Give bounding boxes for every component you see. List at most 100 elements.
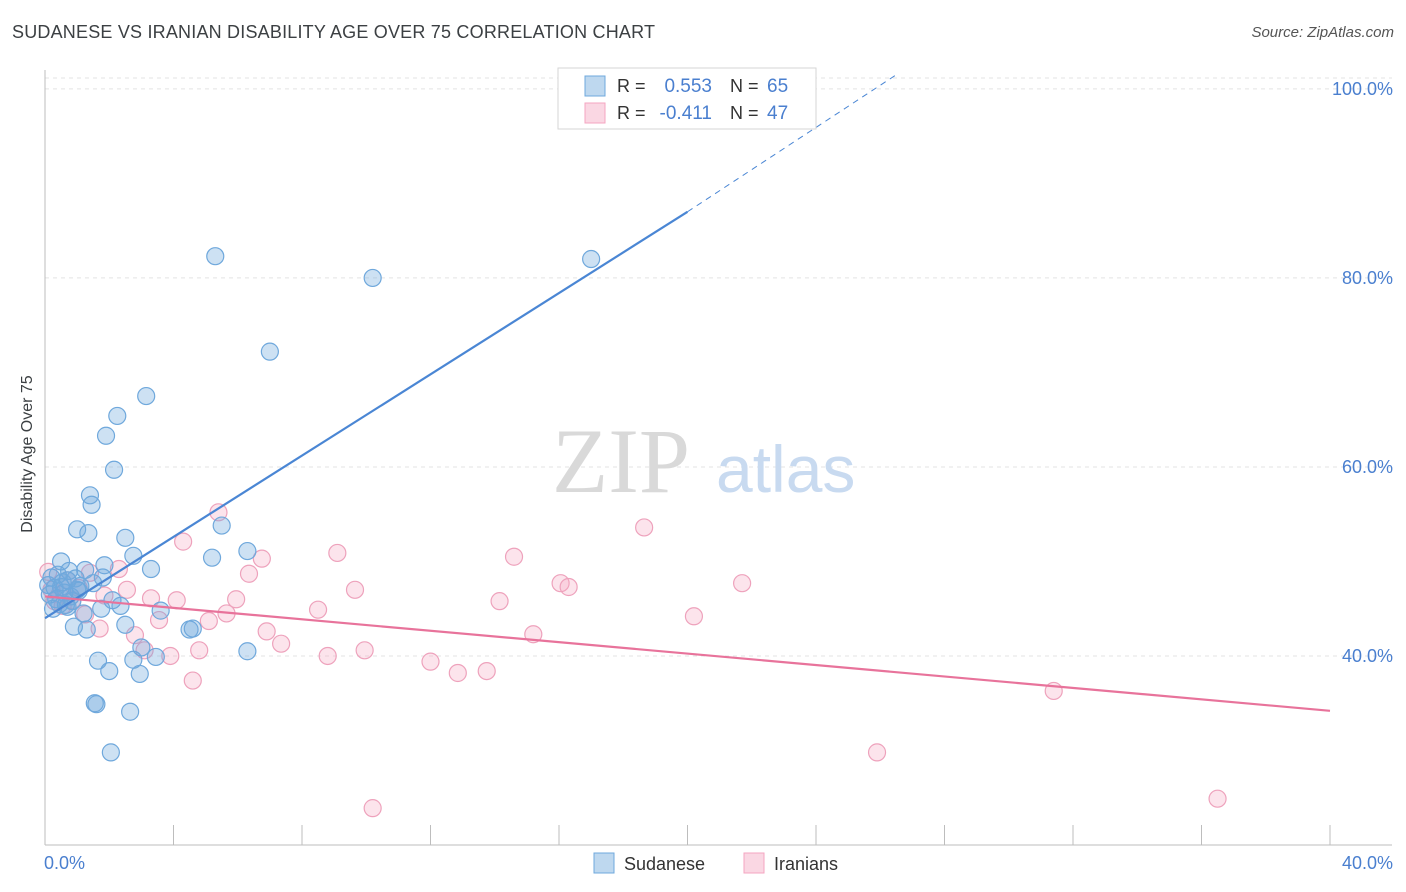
bottom-legend-label: Sudanese [624,854,705,874]
source-label: Source: ZipAtlas.com [1251,24,1394,41]
y-tick-label: 40.0% [1342,646,1393,666]
legend: R = 0.553 N = 65 R = -0.411 N = 47 [557,67,817,130]
legend-r-value: -0.411 [660,103,712,124]
sudanese-point [206,247,225,266]
iranians-point [318,646,337,666]
sudanese-point [116,528,135,547]
iranians-point [733,574,752,593]
iranians-point [272,634,291,653]
iranians-point [76,605,95,624]
iranians-point [308,600,328,619]
legend-n-label: N = [730,76,759,96]
sudanese-point [77,620,96,639]
trend-lines [44,74,1331,712]
legend-box [557,67,817,130]
legend-swatch [584,75,606,97]
iranians-point [239,564,259,583]
iranians-point [1208,789,1227,808]
sudanese-point [363,268,382,288]
sudanese-point [59,561,79,581]
iranians-point [117,580,137,599]
legend-n-value: 65 [767,76,788,97]
iranians-point [867,743,887,762]
iranians-point [161,646,180,666]
iranians-point [252,549,271,568]
sudanese-point [95,556,114,575]
legend-swatch [584,102,606,124]
y-tick-label: 100.0% [1332,79,1393,99]
iranians-point [149,610,169,630]
tick-labels: 40.0% 60.0% 80.0% 100.0% 0.0% 40.0% [44,79,1393,873]
iranians-point [174,532,193,551]
sudanese-point [141,559,161,579]
sudanese-point [238,541,257,561]
sudanese-point [146,647,165,667]
axes [44,70,1392,846]
sudanese-point [87,695,106,714]
sudanese-point [111,596,130,615]
sudanese-point [82,495,101,514]
sudanese-point [88,651,108,670]
iranians-point [490,592,509,611]
x-tick-label-min: 0.0% [44,853,85,873]
sudanese-point [51,577,71,597]
iranians-point [328,543,347,563]
sudanese-point [137,386,156,406]
sudanese-points [39,247,601,762]
iranians-point [448,663,467,683]
sudanese-point [108,406,127,426]
sudanese-point [212,516,231,535]
sudanese-point [116,615,135,634]
y-tick-label: 80.0% [1342,268,1393,288]
sudanese-point [74,604,93,623]
sudanese-point [238,642,257,661]
sudanese-point [68,580,87,599]
iranians-point [345,580,365,599]
sudanese-point [121,702,140,721]
y-tick-label: 60.0% [1342,457,1393,477]
legend-r-label: R = [617,103,646,123]
iranians-point [477,661,496,681]
sudanese-point [96,426,116,445]
sudanese-point [79,524,98,543]
iranians-trend-line [44,595,1331,712]
sudanese-point [183,619,202,638]
legend-n-label: N = [730,103,759,123]
legend-r-label: R = [617,76,646,96]
iranians-point [363,799,382,818]
iranians-point [421,652,440,671]
sudanese-point [68,520,87,539]
sudanese-trend-extension [687,74,897,213]
legend-n-value: 47 [767,103,788,124]
sudanese-point [101,743,120,762]
iranians-point [635,518,654,537]
iranians-point [90,619,109,638]
iranians-point [167,591,186,610]
sudanese-trend-line [44,210,689,620]
iranians-point [559,577,578,597]
iranians-point [183,671,202,690]
sudanese-point [80,486,100,505]
bottom-legend-swatch [743,852,765,874]
watermark-zip: ZIP [552,410,690,512]
legend-r-value: 0.553 [664,76,712,97]
iranians-point [190,641,209,660]
watermark-atlas: atlas [716,432,855,506]
bottom-legend: Sudanese Iranians [593,852,838,874]
iranians-point [355,641,374,660]
iranians-point [227,590,246,609]
watermark: ZIP atlas [552,410,855,512]
sudanese-point [151,601,170,620]
sudanese-point [130,664,149,684]
sudanese-point [100,661,119,681]
sudanese-point [260,342,279,361]
sudanese-point [202,548,222,567]
sudanese-point [132,638,151,657]
iranians-point [504,547,524,566]
bottom-legend-swatch [593,852,615,874]
sudanese-point [104,460,124,479]
iranians-point [257,622,276,641]
chart-title: SUDANESE VS IRANIAN DISABILITY AGE OVER … [12,22,656,42]
sudanese-point [76,560,95,580]
